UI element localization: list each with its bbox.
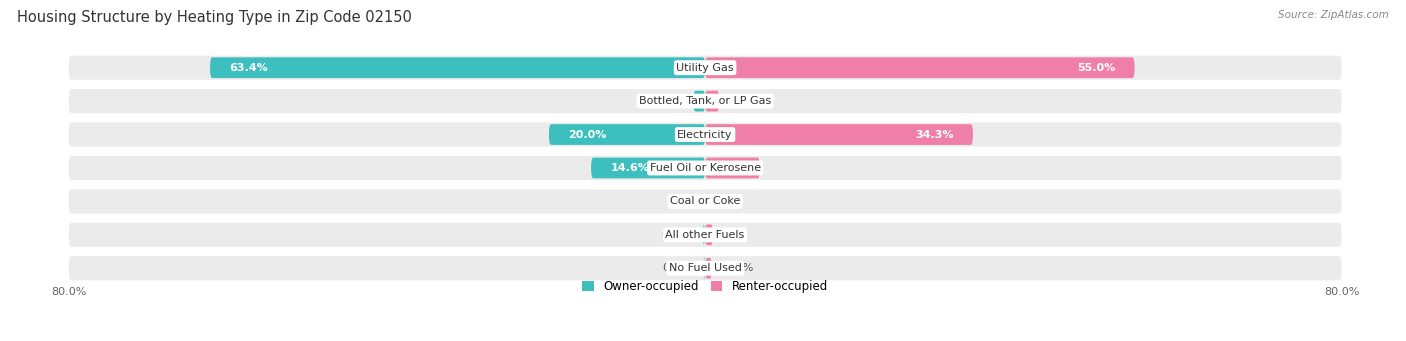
Text: 0.0%: 0.0% — [711, 196, 740, 206]
FancyBboxPatch shape — [69, 156, 1341, 180]
FancyBboxPatch shape — [706, 57, 1135, 78]
FancyBboxPatch shape — [69, 223, 1341, 247]
Text: Housing Structure by Heating Type in Zip Code 02150: Housing Structure by Heating Type in Zip… — [17, 10, 412, 25]
Text: 55.0%: 55.0% — [1077, 63, 1115, 73]
FancyBboxPatch shape — [591, 158, 706, 178]
FancyBboxPatch shape — [706, 258, 711, 279]
Text: 1.8%: 1.8% — [725, 96, 754, 106]
Text: 63.4%: 63.4% — [229, 63, 269, 73]
Text: Fuel Oil or Kerosene: Fuel Oil or Kerosene — [650, 163, 761, 173]
FancyBboxPatch shape — [69, 122, 1341, 147]
Text: 0.85%: 0.85% — [718, 263, 754, 273]
FancyBboxPatch shape — [693, 91, 706, 112]
FancyBboxPatch shape — [706, 224, 713, 245]
Legend: Owner-occupied, Renter-occupied: Owner-occupied, Renter-occupied — [582, 280, 828, 293]
Text: Bottled, Tank, or LP Gas: Bottled, Tank, or LP Gas — [638, 96, 772, 106]
Text: No Fuel Used: No Fuel Used — [669, 263, 741, 273]
Text: 20.0%: 20.0% — [568, 130, 607, 139]
FancyBboxPatch shape — [703, 224, 706, 245]
Text: Electricity: Electricity — [678, 130, 733, 139]
FancyBboxPatch shape — [548, 124, 706, 145]
FancyBboxPatch shape — [69, 256, 1341, 280]
Text: 0.0%: 0.0% — [671, 196, 699, 206]
FancyBboxPatch shape — [69, 89, 1341, 113]
Text: 14.6%: 14.6% — [610, 163, 650, 173]
FancyBboxPatch shape — [706, 124, 973, 145]
Text: 80.0%: 80.0% — [1324, 287, 1360, 297]
Text: Utility Gas: Utility Gas — [676, 63, 734, 73]
FancyBboxPatch shape — [69, 56, 1341, 80]
Text: 34.3%: 34.3% — [915, 130, 953, 139]
Text: 80.0%: 80.0% — [51, 287, 86, 297]
Text: All other Fuels: All other Fuels — [665, 230, 745, 240]
FancyBboxPatch shape — [706, 158, 759, 178]
Text: 7.0%: 7.0% — [710, 163, 740, 173]
Text: 1.5%: 1.5% — [659, 96, 688, 106]
Text: Coal or Coke: Coal or Coke — [669, 196, 741, 206]
FancyBboxPatch shape — [706, 91, 718, 112]
Text: Source: ZipAtlas.com: Source: ZipAtlas.com — [1278, 10, 1389, 20]
FancyBboxPatch shape — [703, 258, 706, 279]
Text: 0.32%: 0.32% — [661, 230, 696, 240]
FancyBboxPatch shape — [209, 57, 706, 78]
FancyBboxPatch shape — [69, 189, 1341, 213]
Text: 1.0%: 1.0% — [718, 230, 748, 240]
Text: 0.21%: 0.21% — [662, 263, 697, 273]
